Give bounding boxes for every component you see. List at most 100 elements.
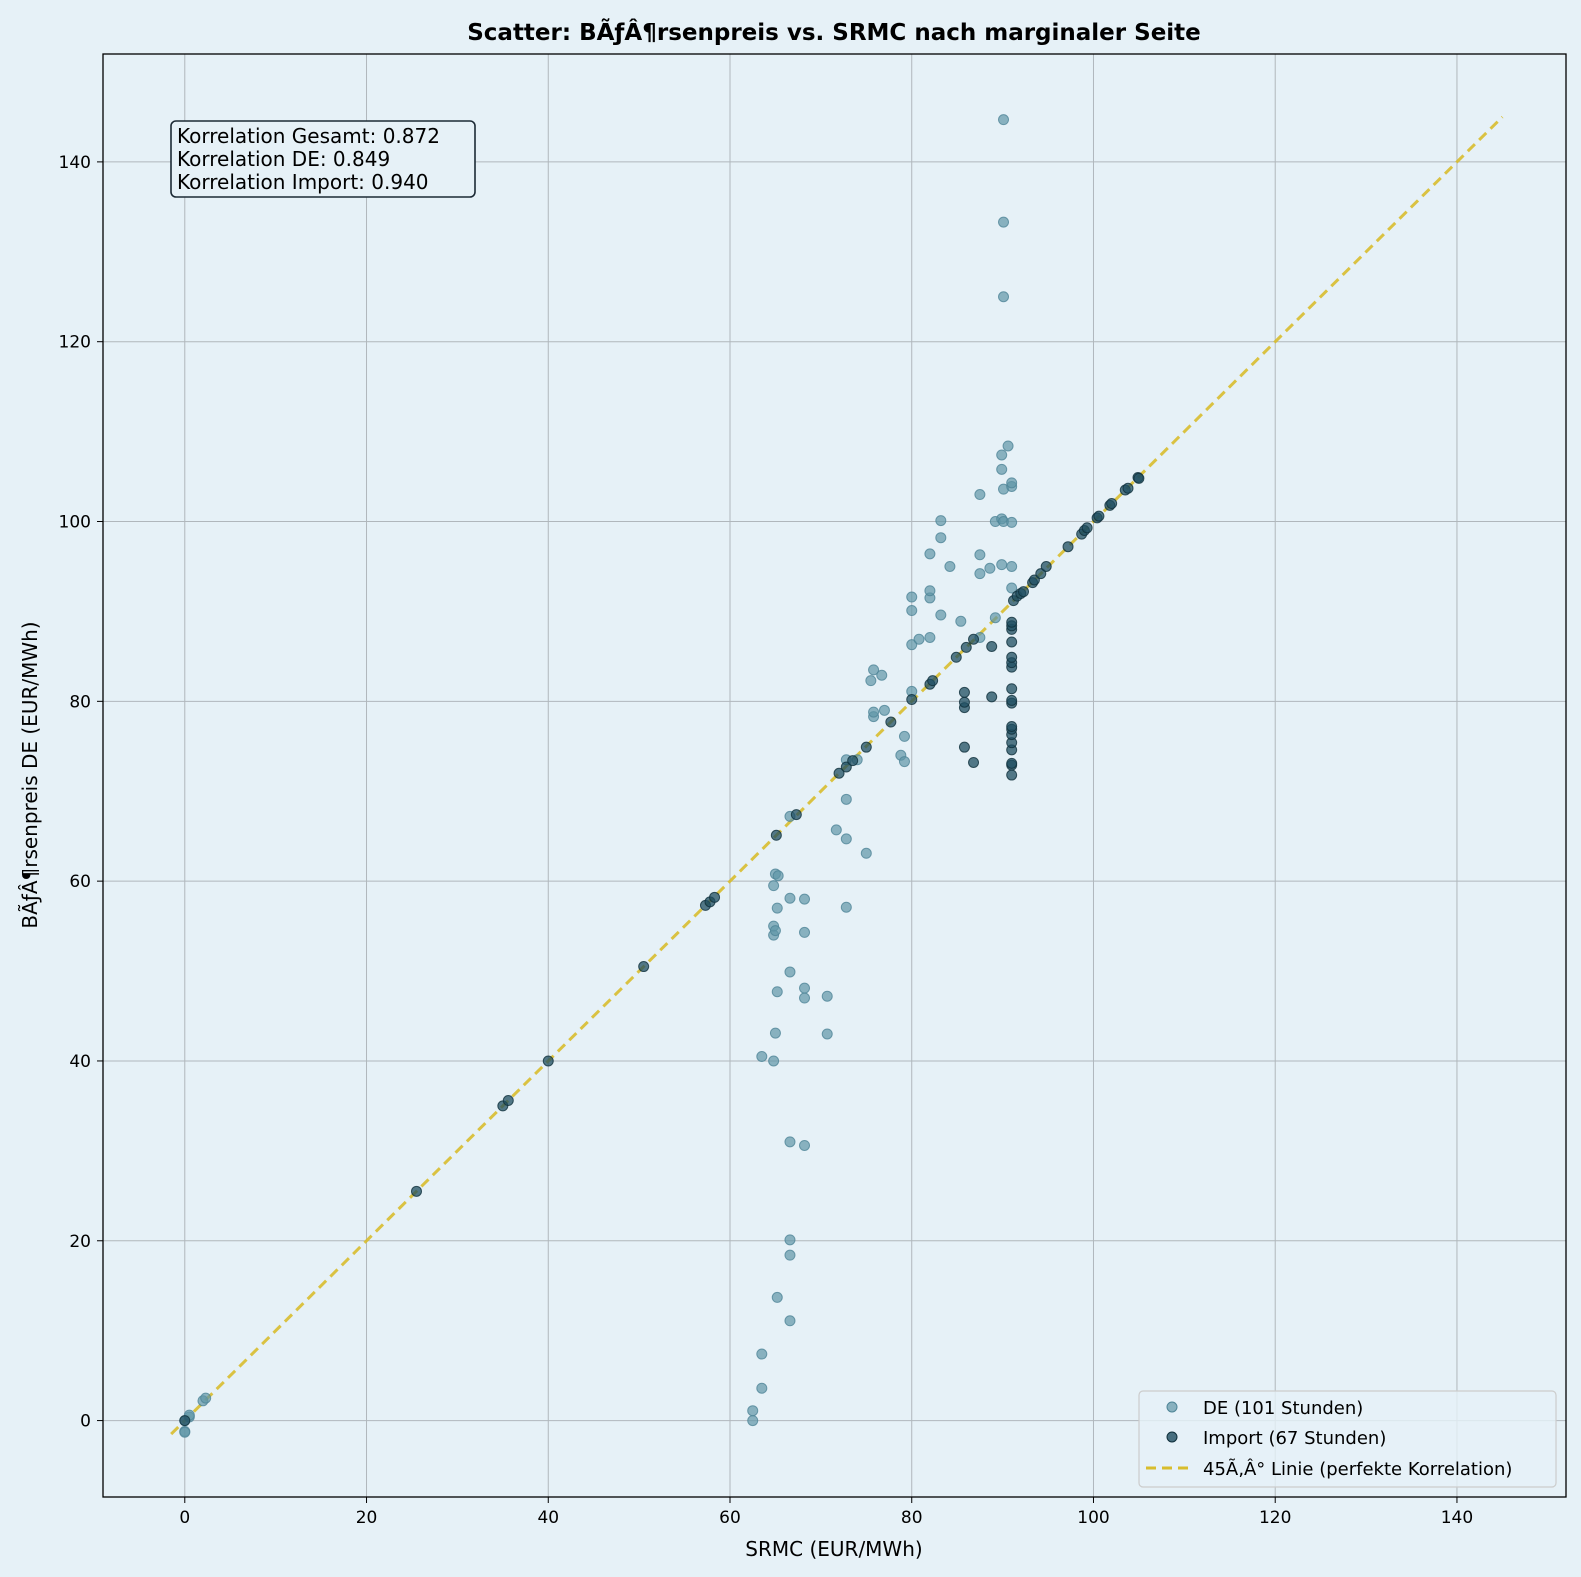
import-point xyxy=(1006,721,1018,733)
y-tick-label: 100 xyxy=(59,513,91,533)
de-point xyxy=(769,925,781,937)
import-point xyxy=(958,696,970,708)
import-point xyxy=(906,694,918,706)
import-point xyxy=(1006,694,1018,706)
y-tick-label: 140 xyxy=(59,153,91,173)
x-tick-label: 0 xyxy=(179,1508,190,1528)
de-point xyxy=(784,892,796,904)
de-point xyxy=(200,1392,212,1404)
de-point xyxy=(1006,477,1018,489)
de-point xyxy=(1006,560,1018,572)
de-point xyxy=(935,532,947,544)
de-point xyxy=(799,893,811,905)
import-point xyxy=(1081,522,1093,534)
y-tick-label: 20 xyxy=(69,1232,91,1252)
import-point xyxy=(1006,769,1018,781)
import-point xyxy=(860,741,872,753)
annotation-box xyxy=(170,120,476,198)
de-point xyxy=(955,615,967,627)
import-point xyxy=(927,675,939,687)
de-point xyxy=(996,463,1008,475)
x-tick-label: 40 xyxy=(537,1508,559,1528)
annotation-line-1: Korrelation Gesamt: 0.872 xyxy=(177,124,440,148)
legend-marker-de xyxy=(1166,1401,1178,1413)
de-point xyxy=(756,1348,768,1360)
de-point xyxy=(821,1028,833,1040)
de-point xyxy=(898,756,910,768)
de-point xyxy=(924,631,936,643)
import-point xyxy=(1006,757,1018,769)
de-point xyxy=(906,591,918,603)
de-point xyxy=(756,1382,768,1394)
legend: DE (101 Stunden) Import (67 Stunden) 45Ã… xyxy=(1138,1390,1557,1488)
plot-area xyxy=(102,53,1567,1498)
import-point xyxy=(1062,541,1074,553)
y-tick-label: 60 xyxy=(69,872,91,892)
de-point xyxy=(998,216,1010,228)
de-point xyxy=(865,675,877,687)
legend-marker-import xyxy=(1166,1431,1178,1443)
de-point xyxy=(747,1415,759,1427)
de-point xyxy=(1002,440,1014,452)
import-point xyxy=(770,829,782,841)
import-point xyxy=(1122,482,1134,494)
de-point xyxy=(179,1426,191,1438)
import-point xyxy=(958,686,970,698)
import-point xyxy=(950,651,962,663)
import-point xyxy=(986,691,998,703)
de-point xyxy=(924,548,936,560)
import-point xyxy=(1106,498,1118,510)
de-point xyxy=(974,489,986,501)
import-point xyxy=(833,767,845,779)
import-point xyxy=(1035,568,1047,580)
de-point xyxy=(784,1249,796,1261)
import-point xyxy=(958,741,970,753)
de-point xyxy=(989,612,1001,624)
annotation-line-2: Korrelation DE: 0.849 xyxy=(177,147,390,171)
de-point xyxy=(860,847,872,859)
axis-ticks: 0 20 40 60 80 100 120 140 0 20 40 60 80 100 120 140 xyxy=(59,153,1474,1528)
import-point xyxy=(1093,510,1105,522)
import-point xyxy=(1006,616,1018,628)
de-point xyxy=(772,870,784,882)
scatter-points xyxy=(179,114,1145,1438)
import-point xyxy=(502,1095,514,1107)
de-point xyxy=(768,880,780,892)
correlation-annotation: Korrelation Gesamt: 0.872 Korrelation DE… xyxy=(170,120,476,198)
de-point xyxy=(913,633,925,645)
x-axis-label: SRMC (EUR/MWh) xyxy=(745,1537,922,1561)
de-point xyxy=(771,902,783,914)
import-point xyxy=(1006,651,1018,663)
de-point xyxy=(878,704,890,716)
de-point xyxy=(756,1050,768,1062)
import-point xyxy=(847,755,859,767)
x-tick-label: 60 xyxy=(719,1508,741,1528)
de-point xyxy=(1006,516,1018,528)
de-point xyxy=(747,1405,759,1417)
de-point xyxy=(769,1027,781,1039)
de-point xyxy=(944,560,956,572)
legend-box xyxy=(1138,1390,1557,1488)
de-point xyxy=(906,605,918,617)
x-tick-label: 100 xyxy=(1077,1508,1109,1528)
de-point xyxy=(996,449,1008,461)
import-point xyxy=(179,1415,191,1427)
de-point xyxy=(799,1139,811,1151)
import-point xyxy=(1040,560,1052,572)
import-point xyxy=(968,633,980,645)
legend-label-de: DE (101 Stunden) xyxy=(1203,1398,1363,1419)
de-point xyxy=(768,1055,780,1067)
y-tick-label: 40 xyxy=(69,1052,91,1072)
de-point xyxy=(984,562,996,574)
de-point xyxy=(771,1291,783,1303)
import-point xyxy=(1006,683,1018,695)
import-point xyxy=(638,961,650,973)
de-point xyxy=(830,824,842,836)
de-point xyxy=(840,793,852,805)
x-tick-label: 80 xyxy=(901,1508,923,1528)
de-point xyxy=(876,669,888,681)
de-point xyxy=(998,291,1010,303)
de-point xyxy=(784,966,796,978)
annotation-line-3: Korrelation Import: 0.940 xyxy=(177,170,429,194)
